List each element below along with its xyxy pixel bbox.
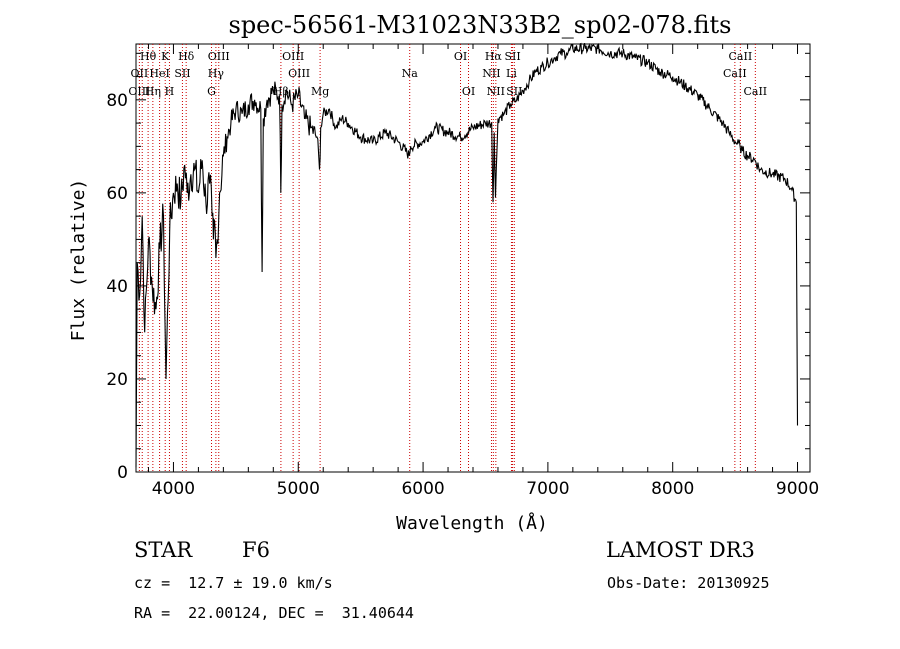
- plot-frame: [135, 43, 811, 473]
- line-label-12: Hγ: [208, 67, 225, 80]
- y-tick-label-0: 0: [117, 463, 128, 483]
- coordinates: RA = 22.00124, DEC = 31.40644: [134, 604, 414, 622]
- line-label-27: CaII: [743, 85, 767, 98]
- obs-date: Obs-Date: 20130925: [607, 574, 770, 592]
- x-tick-label-4000: 4000: [152, 479, 195, 499]
- y-tick-label-20: 20: [106, 370, 128, 390]
- line-label-24: OI: [462, 85, 475, 98]
- x-tick-label-5000: 5000: [277, 479, 320, 499]
- y-axis-ticks: 0 20 40 60 80: [106, 52, 810, 483]
- y-tick-label-80: 80: [106, 91, 128, 111]
- line-label-2: Hδ: [178, 50, 195, 63]
- object-type: STAR: [134, 538, 193, 562]
- y-axis-label: Flux (relative): [68, 179, 89, 342]
- line-label-4: OIII: [282, 50, 304, 63]
- line-label-8: CaII: [729, 50, 753, 63]
- line-label-10: HeI: [149, 67, 169, 80]
- x-axis-label: Wavelength (Å): [396, 512, 548, 534]
- chart-title: spec-56561-M31023N33B2_sp02-078.fits: [229, 11, 732, 39]
- spectral-subclass: F6: [242, 538, 270, 562]
- spectrum-line: [135, 42, 799, 468]
- line-label-0: Hθ: [140, 50, 157, 63]
- marker-lines: [138, 44, 756, 472]
- line-label-16: Li: [506, 67, 517, 80]
- line-label-11: SII: [174, 67, 190, 80]
- y-tick-label-40: 40: [106, 277, 128, 297]
- x-tick-label-9000: 9000: [776, 479, 819, 499]
- line-label-14: Na: [402, 67, 419, 80]
- line-label-6: Hα: [485, 50, 503, 63]
- line-label-5: OI: [454, 50, 467, 63]
- line-label-26: SII: [506, 85, 522, 98]
- x-axis-ticks: 4000 5000 6000 7000 8000 9000: [147, 44, 819, 499]
- line-label-23: Mg: [311, 85, 329, 98]
- x-tick-label-7000: 7000: [526, 479, 569, 499]
- x-tick-label-8000: 8000: [651, 479, 694, 499]
- redshift-text: cz = 12.7 ± 19.0 km/s: [134, 574, 333, 592]
- line-label-21: G: [207, 85, 216, 98]
- survey-name: LAMOST DR3: [606, 538, 755, 562]
- line-label-7: SII: [504, 50, 520, 63]
- line-label-25: NII: [487, 85, 505, 98]
- y-tick-label-60: 60: [106, 184, 128, 204]
- line-label-15: NII: [482, 67, 500, 80]
- line-label-1: K: [161, 50, 170, 63]
- x-tick-label-6000: 6000: [401, 479, 444, 499]
- line-label-3: OIII: [208, 50, 230, 63]
- line-label-9: OII: [131, 67, 149, 80]
- line-label-13: OIII: [288, 67, 310, 80]
- line-label-19: Hη: [145, 85, 161, 98]
- line-label-20: H: [165, 85, 175, 98]
- line-label-18: OIII: [128, 85, 150, 98]
- line-label-17: CaII: [723, 67, 747, 80]
